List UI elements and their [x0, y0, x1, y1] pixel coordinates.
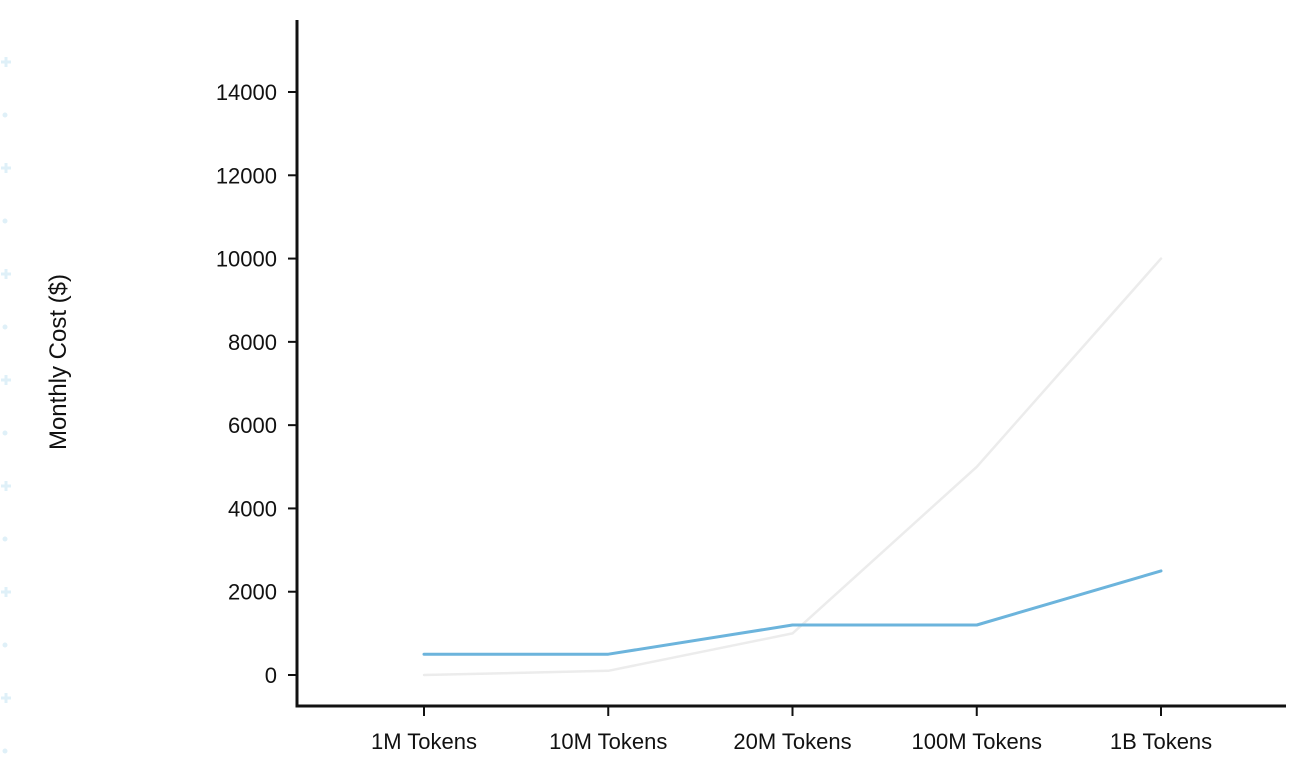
tick-labels: 0 2000 4000 6000 8000 10000 12000 14000 1M Token…	[216, 80, 1212, 754]
y-tick-label: 2000	[228, 580, 277, 605]
x-tick-label: 1M Tokens	[371, 729, 477, 754]
decoration-dot	[2, 430, 8, 436]
decoration-dot	[2, 218, 8, 224]
y-tick-label: 14000	[216, 80, 277, 105]
background-decoration	[1, 57, 11, 754]
y-tick-label: 10000	[216, 247, 277, 272]
decoration-dot	[2, 748, 8, 754]
series-layer	[422, 257, 1163, 677]
x-tick-label: 100M Tokens	[912, 729, 1042, 754]
y-tick-label: 4000	[228, 496, 277, 521]
decoration-dot	[2, 536, 8, 542]
y-tick-label: 0	[265, 663, 277, 688]
decoration-dot	[2, 642, 8, 648]
x-tick-label: 10M Tokens	[549, 729, 667, 754]
y-tick-label: 6000	[228, 413, 277, 438]
x-tick-label: 1B Tokens	[1110, 729, 1212, 754]
decoration-dot	[2, 112, 8, 118]
y-tick-label: 12000	[216, 163, 277, 188]
decoration-dot	[2, 324, 8, 330]
x-tick-label: 20M Tokens	[733, 729, 851, 754]
series-line-1	[422, 569, 1163, 656]
axes	[288, 20, 1286, 716]
y-tick-label: 8000	[228, 330, 277, 355]
series-line-2	[422, 257, 1163, 677]
y-axis-title: Monthly Cost ($)	[45, 274, 72, 450]
